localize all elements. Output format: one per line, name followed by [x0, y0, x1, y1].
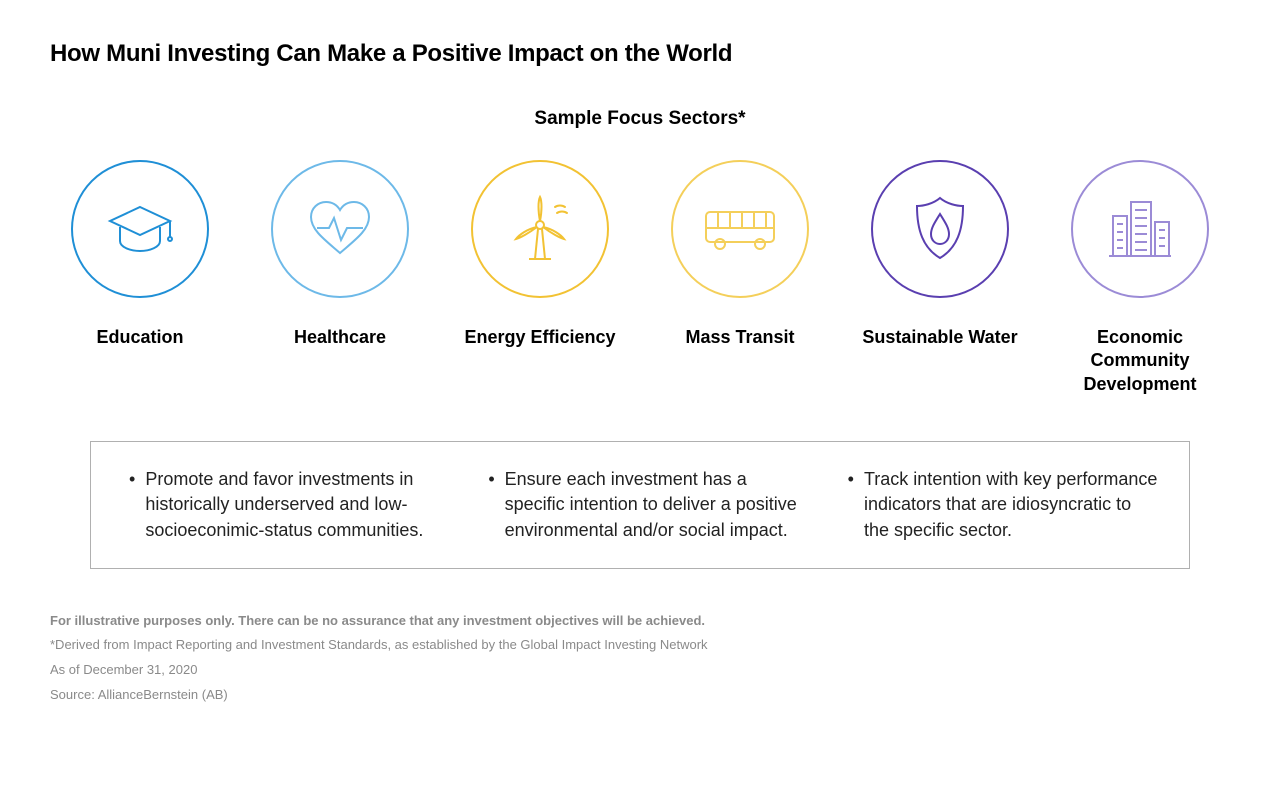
- sector-circle-water: [871, 160, 1009, 298]
- bullet-1: • Promote and favor investments in histo…: [121, 467, 440, 543]
- sector-label-energy: Energy Efficiency: [464, 326, 615, 349]
- heart-pulse-icon: [305, 198, 375, 260]
- subtitle: Sample Focus Sectors*: [50, 108, 1230, 130]
- sectors-row: Education Healthcare: [50, 160, 1230, 396]
- bullet-text-1: Promote and favor investments in histori…: [145, 467, 440, 543]
- sector-water: Sustainable Water: [850, 160, 1030, 396]
- bullets-box: • Promote and favor investments in histo…: [90, 441, 1190, 569]
- sector-circle-education: [71, 160, 209, 298]
- sector-label-transit: Mass Transit: [685, 326, 794, 349]
- sector-label-economic: Economic Community Development: [1050, 326, 1230, 396]
- bullet-dot-icon: •: [129, 467, 135, 492]
- sector-education: Education: [50, 160, 230, 396]
- sector-healthcare: Healthcare: [250, 160, 430, 396]
- sector-label-healthcare: Healthcare: [294, 326, 386, 349]
- sector-energy: Energy Efficiency: [450, 160, 630, 396]
- bullet-dot-icon: •: [848, 467, 854, 492]
- bullet-dot-icon: •: [488, 467, 494, 492]
- sector-label-water: Sustainable Water: [862, 326, 1017, 349]
- shield-water-icon: [909, 194, 971, 264]
- buildings-icon: [1105, 196, 1175, 262]
- sector-transit: Mass Transit: [650, 160, 830, 396]
- sector-circle-healthcare: [271, 160, 409, 298]
- bullet-text-3: Track intention with key performance ind…: [864, 467, 1159, 543]
- sector-economic: Economic Community Development: [1050, 160, 1230, 396]
- footnote-line-4: Source: AllianceBernstein (AB): [50, 683, 1230, 708]
- footnote-line-3: As of December 31, 2020: [50, 658, 1230, 683]
- footnote-line-2: *Derived from Impact Reporting and Inves…: [50, 633, 1230, 658]
- sector-circle-transit: [671, 160, 809, 298]
- bullet-3: • Track intention with key performance i…: [840, 467, 1159, 543]
- footnote-line-1: For illustrative purposes only. There ca…: [50, 609, 1230, 634]
- page-title: How Muni Investing Can Make a Positive I…: [50, 40, 1230, 68]
- footnotes: For illustrative purposes only. There ca…: [50, 609, 1230, 708]
- bus-icon: [700, 204, 780, 254]
- sector-circle-energy: [471, 160, 609, 298]
- bullet-text-2: Ensure each investment has a specific in…: [505, 467, 800, 543]
- graduation-cap-icon: [104, 199, 176, 259]
- sector-label-education: Education: [96, 326, 183, 349]
- bullet-2: • Ensure each investment has a specific …: [480, 467, 799, 543]
- wind-turbine-icon: [505, 193, 575, 265]
- sector-circle-economic: [1071, 160, 1209, 298]
